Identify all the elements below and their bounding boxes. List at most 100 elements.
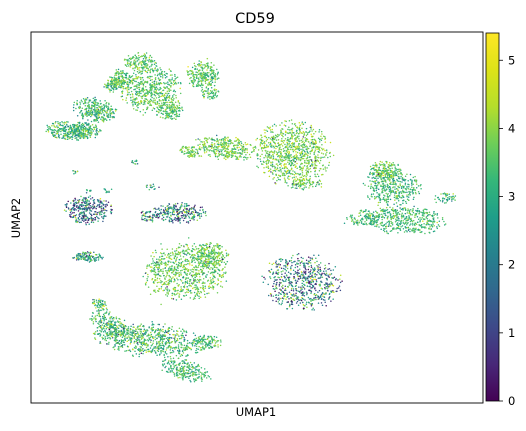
cell-point [370, 195, 373, 197]
cell-point [414, 191, 417, 194]
cell-point [314, 164, 317, 167]
cell-point [143, 100, 145, 102]
cell-point [173, 108, 175, 110]
cell-point [288, 142, 290, 145]
cell-point [75, 137, 77, 139]
cell-point [146, 99, 149, 101]
cell-point [271, 146, 273, 148]
cell-point [173, 106, 176, 108]
cell-point [293, 145, 296, 148]
cell-point [290, 119, 293, 121]
cell-point [227, 136, 229, 139]
cell-point [302, 188, 304, 191]
cell-point [297, 144, 300, 146]
cell-point [76, 103, 78, 106]
cell-point [198, 212, 201, 215]
cell-point [392, 186, 394, 189]
cell-point [380, 178, 382, 180]
cell-point [407, 208, 409, 210]
cell-point [290, 161, 293, 164]
cell-point [293, 143, 295, 146]
cell-point [150, 59, 153, 61]
cell-point [81, 214, 84, 217]
cell-point [84, 215, 86, 217]
cell-point [394, 199, 396, 201]
cell-point [405, 217, 408, 219]
cell-point [156, 88, 159, 90]
cell-point [284, 181, 286, 184]
cell-point [47, 129, 50, 131]
cell-point [172, 83, 175, 86]
cell-point [104, 209, 106, 212]
cell-point [93, 102, 96, 104]
cell-point [366, 217, 368, 220]
cell-point [271, 171, 274, 174]
cell-point [74, 201, 76, 204]
cell-point [401, 173, 403, 176]
cell-point [434, 198, 436, 200]
cell-point [135, 55, 138, 58]
cell-point [215, 150, 218, 152]
cell-point [265, 155, 267, 158]
cell-point [128, 60, 130, 62]
cell-point [383, 217, 386, 219]
cell-point [107, 116, 109, 119]
cell-point [241, 150, 244, 152]
cell-point [291, 123, 294, 125]
cell-point [291, 177, 294, 179]
cell-point [259, 138, 261, 141]
cell-point [138, 94, 141, 97]
cell-point [316, 173, 319, 176]
cell-point [290, 168, 293, 170]
cell-point [386, 186, 389, 189]
cell-point [89, 202, 91, 205]
cell-point [204, 64, 207, 67]
cell-point [283, 157, 286, 159]
cell-point [138, 88, 141, 91]
cell-point [393, 183, 395, 186]
cell-point [203, 150, 206, 152]
cell-point [289, 148, 292, 151]
cell-point [91, 197, 94, 199]
cell-point [374, 182, 376, 184]
cell-point [346, 216, 348, 219]
cell-point [154, 99, 157, 101]
cell-point [96, 129, 98, 132]
cell-point [112, 116, 114, 118]
cell-point [200, 72, 202, 74]
cell-point [186, 205, 189, 207]
cell-point [173, 117, 175, 119]
cell-point [97, 121, 100, 123]
cell-point [301, 179, 304, 182]
cell-point [162, 213, 164, 216]
cell-point [114, 85, 116, 87]
cell-point [288, 155, 291, 158]
cell-point [273, 165, 275, 167]
cell-point [60, 127, 63, 130]
cell-point [93, 113, 95, 116]
cell-point [176, 108, 178, 110]
cell-point [199, 206, 202, 209]
cell-point [416, 210, 419, 213]
cell-point [177, 107, 179, 109]
cell-point [86, 105, 89, 108]
cell-point [129, 87, 131, 89]
cell-point [215, 96, 218, 98]
cell-point [376, 192, 378, 194]
cell-point [267, 145, 270, 148]
cell-point [314, 167, 316, 170]
cell-point [215, 152, 217, 155]
cell-point [134, 85, 136, 87]
cell-point [381, 213, 383, 215]
cell-point [118, 76, 121, 78]
cell-point [68, 136, 70, 138]
cell-point [87, 132, 89, 134]
cell-point [371, 217, 374, 220]
cell-point [412, 219, 415, 222]
cell-point [173, 89, 175, 91]
cell-point [247, 156, 249, 159]
cell-point [113, 83, 116, 86]
cell-point [160, 107, 162, 109]
cell-point [350, 216, 353, 218]
cell-point [373, 190, 376, 193]
